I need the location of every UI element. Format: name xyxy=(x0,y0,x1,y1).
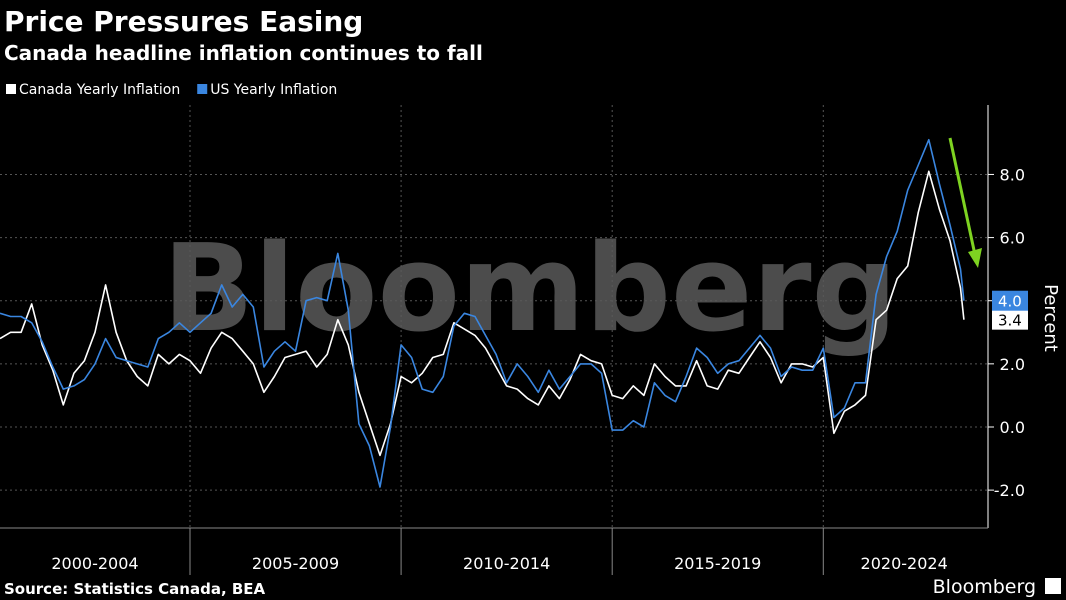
y-tick-label: 0.0 xyxy=(1000,418,1025,437)
y-tick-label: -2.0 xyxy=(994,481,1025,500)
x-period-label: 2015-2019 xyxy=(674,554,761,573)
logo-icon xyxy=(1045,578,1061,594)
y-axis-title: Percent xyxy=(1040,284,1061,352)
x-period-label: 2010-2014 xyxy=(463,554,550,573)
line-series xyxy=(0,170,965,457)
end-label-box xyxy=(992,290,1028,311)
legend-swatch xyxy=(197,84,208,94)
line-series xyxy=(0,138,965,488)
legend-label: Canada Yearly Inflation xyxy=(19,82,180,98)
y-tick-label: 8.0 xyxy=(1000,165,1025,184)
end-label: 3.4 xyxy=(998,312,1022,330)
grid xyxy=(0,105,988,528)
legend-label: US Yearly Inflation xyxy=(210,82,337,98)
end-label: 4.0 xyxy=(998,293,1022,311)
y-tick-label: 2.0 xyxy=(1000,355,1025,374)
logo: Bloomberg xyxy=(933,576,1036,598)
watermark: Bloomberg xyxy=(163,220,898,359)
chart-title: Price Pressures Easing xyxy=(4,5,363,38)
x-period-label: 2005-2009 xyxy=(252,554,339,573)
legend: Canada Yearly Inflation US Yearly Inflati… xyxy=(6,82,337,98)
lines xyxy=(0,138,965,488)
x-period-label: 2020-2024 xyxy=(861,554,948,573)
source: Source: Statistics Canada, BEA xyxy=(4,580,266,598)
x-period-label: 2000-2004 xyxy=(51,554,138,573)
trend-arrow-head xyxy=(968,248,982,268)
y-tick-label: 6.0 xyxy=(1000,229,1025,248)
end-label-box xyxy=(992,309,1028,330)
y-axis: -2.0 0.0 2.0 4.0 6.0 8.0 2000-2004 2005-2009 201… xyxy=(0,105,1028,575)
chart-subtitle: Canada headline inflation continues to f… xyxy=(4,41,483,65)
legend-swatch xyxy=(6,84,16,94)
trend-arrow xyxy=(948,137,977,256)
